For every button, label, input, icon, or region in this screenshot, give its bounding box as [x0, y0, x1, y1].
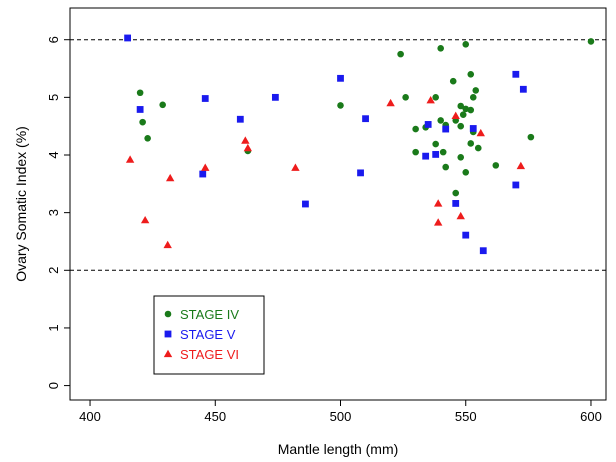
legend-marker — [164, 330, 172, 338]
data-point — [512, 181, 520, 189]
data-point — [442, 163, 450, 171]
data-point — [442, 125, 450, 133]
legend-label: STAGE V — [180, 327, 236, 342]
legend-label: STAGE VI — [180, 347, 239, 362]
data-point — [402, 94, 409, 101]
x-tick-label: 400 — [79, 409, 101, 424]
x-tick-label: 550 — [455, 409, 477, 424]
series-stage-vi — [125, 96, 526, 249]
data-point — [291, 163, 300, 171]
data-point — [124, 34, 132, 42]
data-point — [432, 151, 440, 158]
data-point — [432, 140, 439, 148]
x-tick-label: 500 — [330, 409, 352, 424]
data-point — [587, 38, 595, 45]
y-tick-label: 2 — [46, 267, 61, 274]
data-point — [512, 70, 520, 78]
data-point — [362, 115, 369, 123]
data-point — [449, 77, 457, 85]
data-point — [519, 85, 527, 93]
data-point — [201, 95, 209, 102]
data-point — [199, 170, 207, 178]
data-point — [397, 50, 404, 58]
data-point — [140, 215, 150, 224]
data-point — [476, 128, 485, 137]
data-point — [386, 98, 395, 107]
data-point — [159, 101, 166, 109]
y-tick-label: 0 — [46, 382, 61, 389]
legend: STAGE IV STAGE V STAGE VI — [153, 295, 265, 375]
series-stage-iv — [136, 38, 595, 197]
plot-frame — [69, 7, 607, 401]
data-point — [337, 102, 344, 109]
data-point — [516, 161, 526, 170]
data-point — [201, 163, 210, 171]
legend-marker — [163, 349, 173, 358]
y-tick-label: 4 — [46, 151, 61, 158]
data-point — [527, 133, 535, 141]
data-point — [412, 125, 419, 133]
data-point — [459, 111, 467, 118]
data-point — [271, 93, 279, 101]
data-point — [452, 200, 460, 207]
data-point — [422, 152, 430, 160]
data-point — [462, 168, 470, 176]
data-point — [426, 96, 435, 104]
data-point — [472, 87, 480, 94]
data-point — [457, 154, 465, 161]
data-point — [136, 89, 144, 97]
data-point — [479, 247, 487, 255]
data-point — [437, 45, 444, 52]
data-point — [467, 140, 475, 147]
y-tick-label: 6 — [46, 36, 61, 43]
data-point — [452, 189, 460, 197]
plot-area — [69, 7, 607, 401]
data-point — [357, 169, 364, 177]
legend-box — [153, 295, 265, 375]
data-point — [165, 173, 175, 182]
data-point — [467, 106, 475, 114]
data-point — [469, 94, 477, 101]
data-point — [136, 106, 144, 113]
data-point — [456, 211, 465, 220]
data-point — [462, 105, 470, 113]
y-tick-label: 1 — [46, 324, 61, 331]
data-point — [457, 122, 465, 130]
axis-ticks: 400 450 500 550 600 0 1 2 3 4 5 6 — [46, 36, 602, 424]
data-point — [163, 240, 172, 249]
data-point — [432, 94, 439, 101]
y-tick-label: 5 — [46, 94, 61, 101]
x-tick-label: 600 — [580, 409, 602, 424]
x-axis-title: Mantle length (mm) — [278, 441, 399, 457]
data-point — [337, 74, 344, 82]
data-point — [433, 218, 443, 226]
data-point — [424, 121, 432, 128]
legend-label: STAGE IV — [180, 307, 239, 322]
data-point — [243, 143, 253, 152]
legend-marker — [164, 310, 172, 318]
data-point — [492, 162, 500, 169]
data-point — [139, 118, 146, 126]
data-point — [439, 148, 447, 156]
data-point — [302, 200, 309, 208]
data-point — [236, 115, 244, 123]
data-point — [144, 134, 151, 142]
data-point — [462, 41, 470, 48]
data-point — [437, 117, 444, 124]
data-point — [241, 136, 250, 144]
data-point — [474, 144, 482, 152]
data-point — [412, 148, 419, 156]
y-tick-label: 3 — [46, 209, 61, 216]
data-point — [125, 155, 135, 163]
data-point — [467, 70, 475, 78]
x-tick-label: 450 — [204, 409, 226, 424]
y-axis-title: Ovary Somatic Index (%) — [13, 126, 29, 282]
data-point — [469, 125, 477, 132]
data-point — [462, 231, 470, 239]
data-point — [457, 102, 465, 110]
series-stage-v — [124, 34, 527, 255]
data-point — [451, 111, 460, 119]
data-point — [433, 199, 443, 207]
